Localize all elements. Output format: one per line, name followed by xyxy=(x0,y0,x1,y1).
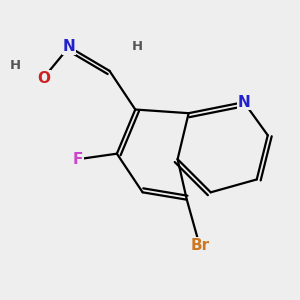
Text: H: H xyxy=(10,59,21,72)
Text: F: F xyxy=(73,152,83,167)
Text: O: O xyxy=(37,71,50,86)
Text: N: N xyxy=(238,95,250,110)
Text: Br: Br xyxy=(190,238,209,253)
Text: N: N xyxy=(63,39,75,54)
Text: H: H xyxy=(132,40,143,53)
